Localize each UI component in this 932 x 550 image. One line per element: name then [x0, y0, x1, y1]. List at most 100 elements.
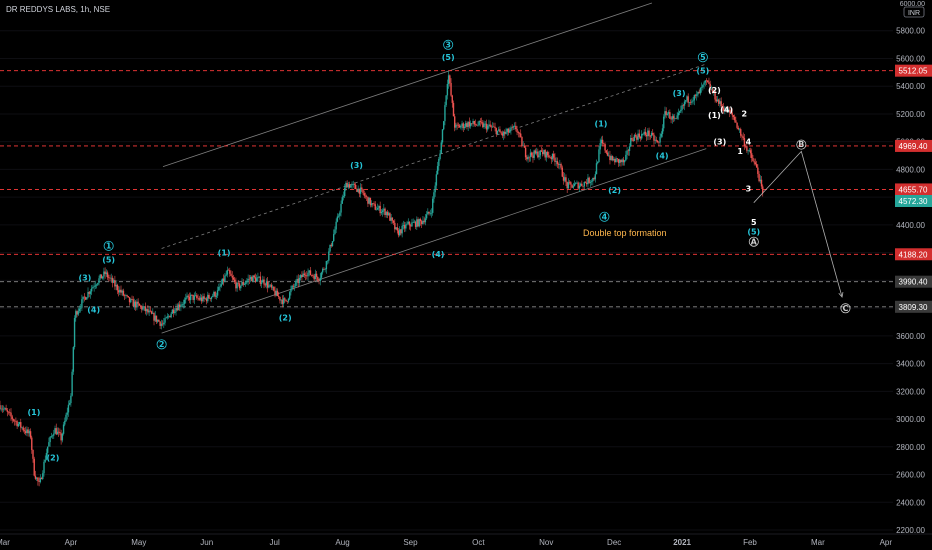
candle-body: [232, 277, 235, 280]
candle-body: [125, 295, 127, 296]
candle-body: [676, 115, 678, 119]
x-tick-label: Sep: [403, 538, 418, 547]
candle-body: [246, 280, 248, 283]
candle-body: [447, 75, 450, 85]
candle-body: [533, 150, 535, 158]
candle-body: [743, 138, 746, 147]
currency-badge[interactable]: [903, 6, 925, 18]
y-tick-label: 5200.00: [896, 110, 925, 119]
candle-body: [523, 145, 526, 148]
candle-body: [291, 285, 293, 290]
time-axis[interactable]: Mar Apr May Jun Jul Aug Sep Oct Nov Dec 2021 Feb Mar…: [0, 533, 932, 547]
candle-body: [429, 213, 431, 214]
candlesticks: [0, 70, 764, 487]
candle-body: [73, 318, 76, 348]
candle-body: [15, 421, 17, 422]
candle-body: [670, 118, 672, 120]
candle-body: [641, 134, 643, 139]
wave-label: (4): [656, 151, 669, 160]
candle-body: [423, 220, 425, 223]
candle-body: [307, 272, 309, 277]
y-tick-label: 3000.00: [896, 415, 925, 424]
candle-body: [123, 295, 126, 297]
candle-body: [314, 273, 317, 280]
candle-body: [589, 181, 592, 183]
y-tick-label: 2800.00: [896, 443, 925, 452]
level-price-label: 5512.05: [899, 67, 928, 76]
candle-body: [691, 101, 693, 103]
candle-body: [402, 225, 405, 226]
wave-label: 1: [106, 241, 112, 250]
candle-body: [511, 127, 513, 129]
candle-body: [619, 159, 621, 163]
candle-body: [158, 319, 160, 322]
candle-body: [760, 179, 763, 187]
candle-body: [292, 285, 295, 287]
candle-body: [92, 286, 94, 289]
candle-body: [468, 121, 471, 127]
candle-body: [446, 84, 449, 96]
top-price-label: 6000.00: [900, 1, 925, 8]
candle-body: [231, 275, 233, 278]
wave-label: (4): [87, 305, 100, 314]
candle-body: [467, 121, 469, 128]
candle-body: [385, 211, 387, 216]
wave-label: 4: [602, 212, 608, 221]
candle-body: [230, 273, 232, 276]
candle-body: [390, 217, 392, 221]
y-tick-label: 2600.00: [896, 471, 925, 480]
candle-body: [312, 275, 314, 277]
candle-body: [577, 182, 579, 189]
wave-circle: [443, 39, 454, 50]
price-axis[interactable]: 2200.00 2400.00 2600.00 2800.00 3000.00 3200.…: [893, 0, 932, 550]
candle-body: [121, 290, 123, 293]
candle-body: [672, 116, 675, 119]
candle-body: [127, 296, 130, 298]
candle-body: [143, 306, 145, 308]
candle-body: [570, 182, 572, 185]
candle-body: [559, 164, 561, 165]
candle-body: [240, 285, 242, 289]
level-price-label: 4655.70: [899, 185, 928, 194]
candle-body: [740, 129, 742, 136]
candle-body: [71, 371, 73, 396]
candle-body: [507, 128, 510, 133]
candle-body: [565, 177, 567, 183]
candle-body: [357, 188, 359, 192]
candle-body: [482, 122, 484, 128]
candle-body: [736, 122, 738, 128]
candle-body: [499, 129, 501, 133]
candle-body: [527, 156, 529, 160]
candle-body: [512, 126, 515, 128]
candle-body: [665, 111, 667, 115]
wave-label: (5): [102, 255, 115, 264]
candle-body: [51, 435, 54, 437]
candle-body: [210, 296, 213, 300]
candle-body: [571, 184, 573, 188]
candle-body: [435, 174, 438, 186]
wave-label: 1: [737, 147, 743, 156]
candle-body: [76, 311, 78, 315]
candle-body: [567, 182, 570, 189]
y-tick-label: 3600.00: [896, 332, 925, 341]
candle-body: [564, 177, 566, 181]
candle-body: [411, 222, 413, 227]
candle-body: [161, 323, 164, 325]
candle-body: [521, 136, 523, 146]
y-tick-label: 2200.00: [896, 526, 925, 535]
candle-body: [532, 155, 534, 158]
candle-body: [4, 408, 6, 409]
candle-body: [546, 151, 549, 156]
candle-body: [487, 125, 489, 130]
candle-body: [597, 161, 599, 164]
wave-label: 3: [746, 185, 752, 194]
candle-body: [725, 107, 727, 111]
candle-body: [621, 159, 623, 163]
candle-body: [485, 123, 488, 130]
candle-body: [55, 428, 57, 435]
candle-body: [478, 121, 480, 126]
candle-body: [159, 321, 161, 326]
candle-body: [104, 271, 106, 275]
